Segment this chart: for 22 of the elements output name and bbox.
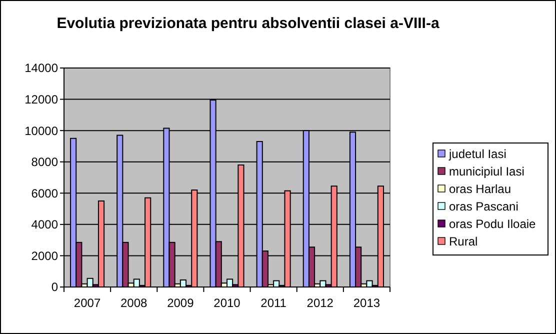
legend-label: oras Pascani [449,200,518,214]
x-tick-label: 2008 [120,296,148,310]
x-tick-label: 2010 [214,296,241,310]
y-tick-label: 12000 [24,92,58,106]
legend-label: oras Podu Iloaie [449,217,536,232]
y-tick-label: 4000 [31,218,58,232]
x-tick-label: 2011 [260,296,287,310]
legend-label: oras Harlau [449,182,512,196]
x-tick-label: 2009 [167,296,194,310]
y-tick-label: 14000 [24,61,58,76]
y-tick-label: 6000 [31,186,58,200]
chart-title: Evolutia previzionata pentru absolventii clasei a-VIII-a [56,15,440,32]
y-tick-label: 10000 [24,124,58,138]
legend-label: Rural [449,234,478,249]
y-tick-label: 8000 [31,155,58,170]
y-tick-label: 2000 [31,248,58,263]
x-tick-label: 2007 [74,296,101,310]
x-tick-label: 2012 [306,296,334,310]
legend-label: municipiul Iasi [449,164,524,179]
x-tick-label: 2013 [353,296,380,310]
legend-label: judetul Iasi [448,147,506,162]
y-tick-label: 0 [51,280,58,294]
